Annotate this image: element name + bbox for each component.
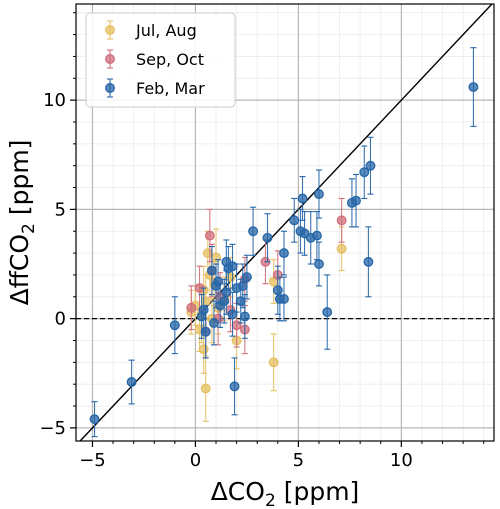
x-tick-label: 0	[190, 450, 201, 471]
one-to-one-line	[79, 4, 493, 441]
data-point	[221, 256, 232, 267]
y-tick-label: 10	[43, 90, 66, 111]
data-point	[200, 326, 211, 337]
legend-label: Jul, Aug	[135, 21, 197, 40]
y-tick-label: 5	[55, 199, 66, 220]
x-tick-label: 10	[390, 450, 413, 471]
data-point	[209, 318, 219, 328]
legend-entry-0: Jul, Aug	[105, 20, 197, 40]
legend-entry-1: Sep, Oct	[105, 49, 204, 69]
data-point	[126, 377, 137, 387]
data-point	[200, 296, 211, 307]
x-tick-label: 5	[293, 450, 304, 471]
data-point	[311, 230, 322, 241]
y-axis-label-sub: 2	[19, 223, 39, 234]
data-point	[336, 215, 347, 226]
data-point	[231, 320, 242, 331]
data-point	[211, 252, 221, 263]
data-point	[221, 287, 232, 298]
data-point	[169, 320, 180, 331]
data-point	[225, 272, 236, 283]
data-point	[213, 276, 224, 287]
legend-label: Sep, Oct	[136, 50, 204, 69]
data-point	[279, 294, 289, 304]
data-point	[241, 272, 252, 283]
legend-label: Feb, Mar	[136, 79, 205, 98]
data-point	[268, 357, 279, 368]
data-point	[186, 302, 197, 313]
data-point	[198, 304, 209, 315]
data-point	[297, 193, 308, 204]
data-point	[314, 189, 324, 200]
legend-box	[85, 12, 236, 108]
data-point	[289, 215, 300, 226]
data-point	[204, 230, 215, 241]
x-axis-label-sub: 2	[265, 491, 276, 509]
data-point	[237, 280, 248, 291]
data-point	[235, 296, 246, 307]
legend-marker	[105, 83, 115, 93]
data-point	[206, 265, 217, 276]
data-point	[363, 256, 374, 267]
reference-lines	[76, 4, 494, 441]
y-axis-label-main: ΔffCO	[5, 234, 34, 305]
data-point	[468, 82, 479, 92]
y-tick-label: −5	[39, 418, 66, 439]
legend-marker	[105, 54, 115, 64]
y-axis-label-unit: [ppm]	[5, 140, 34, 224]
data-point	[239, 311, 250, 322]
y-tick-label: 0	[55, 309, 66, 330]
data-point	[198, 344, 209, 355]
data-point	[229, 381, 240, 392]
data-point	[279, 248, 289, 259]
data-point	[248, 226, 259, 237]
data-point	[322, 307, 333, 318]
data-point	[219, 296, 230, 307]
data-marks	[89, 47, 479, 438]
series-2	[89, 47, 479, 438]
data-point	[359, 167, 370, 178]
x-axis-label-main: ΔCO	[211, 477, 265, 506]
data-point	[365, 160, 376, 171]
x-axis-label: ΔCO2 [ppm]	[211, 477, 360, 509]
data-point	[202, 248, 213, 259]
data-point	[227, 309, 238, 320]
data-point	[262, 232, 273, 243]
y-axis-label: ΔffCO2 [ppm]	[5, 140, 39, 306]
data-point	[89, 414, 100, 425]
legend-entry-2: Feb, Mar	[105, 78, 205, 98]
data-point	[272, 285, 283, 296]
x-tick-label: −5	[79, 450, 106, 471]
data-point	[200, 383, 211, 394]
data-point	[351, 195, 361, 206]
x-axis-label-unit: [ppm]	[276, 477, 360, 506]
plot-frame	[75, 3, 495, 442]
legend: Jul, Aug Sep, Oct Feb, Mar	[85, 12, 236, 108]
data-point	[336, 243, 347, 254]
legend-marker	[105, 25, 115, 35]
data-point	[314, 259, 324, 269]
